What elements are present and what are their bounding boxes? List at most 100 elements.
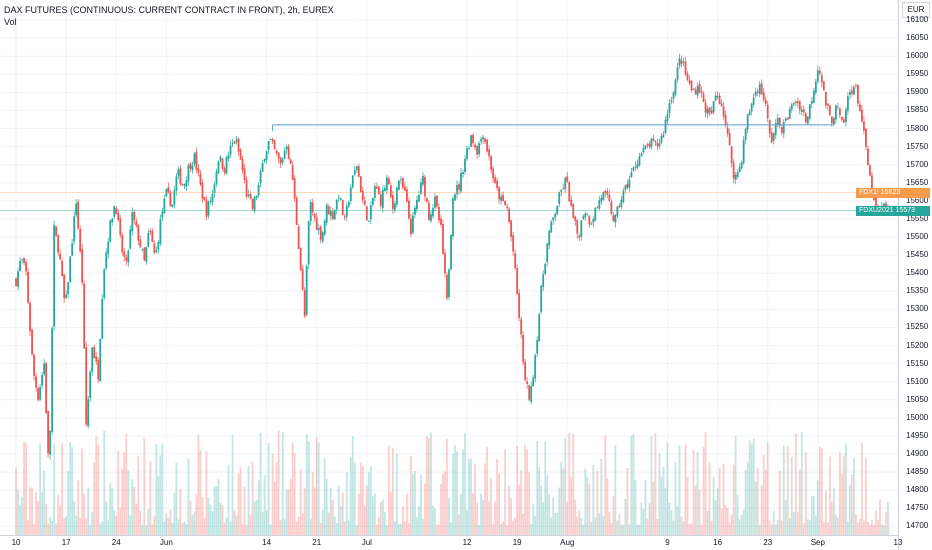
candle-body (177, 169, 180, 176)
candle-body (347, 202, 350, 207)
volume-bar (251, 461, 254, 535)
volume-bar (510, 498, 513, 535)
volume-bar (572, 433, 575, 535)
volume-bar (604, 435, 607, 535)
candle-body (794, 101, 797, 104)
price-tick-label: 14900 (906, 449, 929, 459)
candle-body (859, 104, 861, 111)
volume-bar (490, 478, 492, 535)
candle-body (436, 195, 438, 207)
volume-bar (53, 443, 56, 535)
candle-body (23, 258, 25, 263)
candle-body (670, 100, 673, 102)
volume-bar (522, 513, 525, 535)
volume-bar (770, 524, 773, 535)
volume-bar (17, 489, 19, 535)
volume-bar (235, 515, 238, 535)
volume-bar (470, 458, 472, 535)
volume-bar (828, 456, 831, 535)
volume-bar (404, 521, 406, 535)
volume-bar (686, 476, 689, 535)
volume-bar (81, 448, 84, 535)
candle-body (241, 159, 244, 171)
volume-bar (339, 505, 342, 535)
candle-body (748, 111, 751, 115)
volume-bar (766, 442, 769, 535)
candle-body (339, 198, 342, 200)
candle-body (466, 148, 468, 160)
volume-bar (552, 497, 555, 535)
candle-body (718, 95, 721, 104)
volume-bar (19, 505, 21, 535)
volume-bar (185, 524, 188, 535)
volume-bar (798, 469, 801, 535)
volume-bar (255, 500, 258, 535)
candle-body (311, 202, 314, 212)
candle-body (237, 138, 240, 152)
volume-bar (83, 493, 86, 535)
volume-bar (704, 432, 707, 535)
volume-bar (518, 484, 521, 535)
volume-bar (578, 510, 581, 535)
candle-body (782, 122, 785, 134)
candle-body (606, 191, 609, 195)
candle-body (305, 266, 308, 315)
volume-bar (99, 523, 102, 535)
candle-body (337, 197, 340, 199)
candle-body (726, 127, 729, 134)
volume-bar (410, 455, 412, 535)
volume-bar (253, 501, 256, 535)
volume-bar (460, 494, 462, 535)
volume-bar (857, 522, 859, 535)
volume-bar (426, 436, 428, 535)
candle-body (369, 205, 372, 219)
candle-body (614, 215, 617, 223)
volume-bar (482, 500, 484, 535)
volume-bar (462, 449, 464, 535)
volume-bar (678, 445, 681, 535)
volume-bar (494, 501, 497, 535)
candle-body (73, 216, 76, 242)
price-tick-label: 14950 (906, 430, 929, 440)
candle-body (462, 172, 464, 175)
volume-bar (31, 487, 33, 535)
volume-bar (355, 524, 358, 535)
candle-body (359, 176, 362, 193)
volume-bar (279, 519, 282, 535)
candle-body (832, 118, 835, 125)
volume-bar (664, 488, 667, 535)
volume-bar (812, 495, 815, 535)
candle-body (147, 232, 150, 247)
candle-body (277, 152, 280, 159)
volume-bar (528, 472, 531, 535)
candle-body (566, 176, 569, 182)
candle-body (498, 187, 501, 200)
candle-body (869, 165, 871, 176)
candle-body (814, 81, 817, 93)
volume-bar (247, 465, 250, 535)
volume-bar (654, 433, 657, 535)
currency-label[interactable]: EUR (902, 2, 930, 18)
candle-body (508, 208, 511, 222)
candle-body (291, 165, 294, 180)
candle-body (17, 271, 19, 287)
candle-body (416, 199, 418, 210)
volume-bar (257, 480, 260, 535)
volume-bar (299, 469, 302, 535)
candle-body (502, 195, 505, 202)
volume-bar (636, 524, 639, 535)
candle-body (333, 210, 336, 220)
volume-bar (395, 453, 398, 535)
volume-bar (848, 484, 851, 535)
volume-bar (291, 442, 294, 535)
volume-bar (15, 467, 17, 535)
volume-bar (790, 456, 793, 535)
volume-bar (369, 466, 372, 535)
time-tick-label: 9 (665, 538, 670, 547)
volume-bar (397, 524, 400, 535)
volume-bar (401, 506, 404, 535)
volume-bar (540, 485, 543, 535)
candle-body (289, 159, 292, 164)
candle-body (387, 178, 390, 185)
